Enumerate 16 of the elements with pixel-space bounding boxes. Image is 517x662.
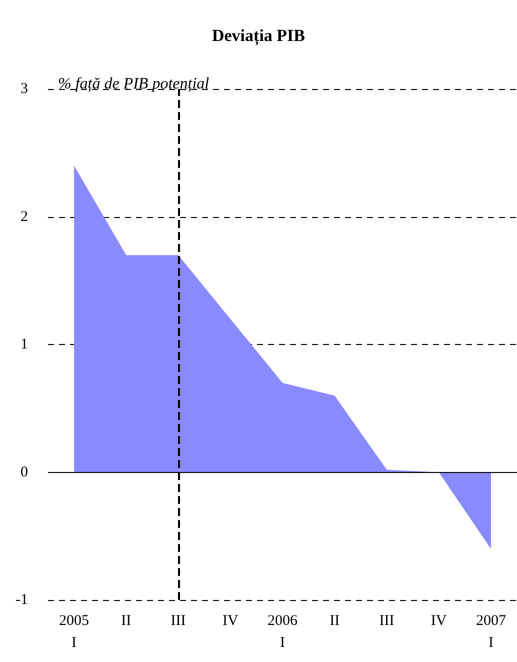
x-tick-label: II xyxy=(330,613,340,629)
x-tick-label: IV xyxy=(222,613,238,629)
y-tick-label: 1 xyxy=(20,336,28,352)
x-tick-label: III xyxy=(170,613,186,629)
y-tick-label: -1 xyxy=(16,592,28,608)
x-tick-label: IV xyxy=(430,613,447,629)
chart-title: Deviația PIB xyxy=(212,26,306,46)
x-tick-label: II xyxy=(121,613,132,629)
x-tick-label: 2005 I xyxy=(59,613,90,651)
y-axis-title: % față de PIB potențial xyxy=(58,76,210,92)
y-tick-label: 0 xyxy=(20,464,28,480)
x-tick-label: III xyxy=(379,613,394,629)
x-tick-label: 2006 I xyxy=(268,613,298,651)
y-tick-label: 2 xyxy=(20,208,28,225)
x-tick-label: 2007 I xyxy=(476,613,506,651)
y-tick-label: 3 xyxy=(20,81,28,97)
